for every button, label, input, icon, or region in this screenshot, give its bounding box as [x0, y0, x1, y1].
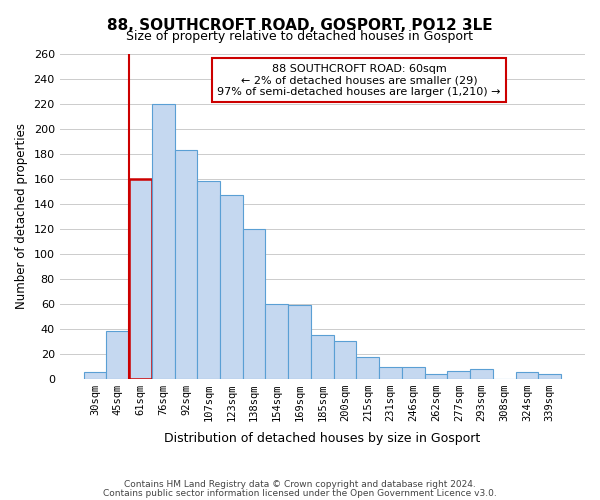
Text: Contains HM Land Registry data © Crown copyright and database right 2024.: Contains HM Land Registry data © Crown c… — [124, 480, 476, 489]
Bar — [402, 368, 425, 378]
Bar — [175, 150, 197, 378]
Bar — [197, 182, 220, 378]
Bar — [265, 304, 288, 378]
Bar — [311, 335, 334, 378]
Bar — [515, 372, 538, 378]
Bar — [356, 358, 379, 378]
Bar — [334, 341, 356, 378]
Bar — [425, 374, 448, 378]
Text: 88, SOUTHCROFT ROAD, GOSPORT, PO12 3LE: 88, SOUTHCROFT ROAD, GOSPORT, PO12 3LE — [107, 18, 493, 32]
Bar — [379, 368, 402, 378]
Bar — [243, 228, 265, 378]
Bar — [538, 374, 561, 378]
Text: Contains public sector information licensed under the Open Government Licence v3: Contains public sector information licen… — [103, 488, 497, 498]
Bar — [220, 195, 243, 378]
Text: 88 SOUTHCROFT ROAD: 60sqm
← 2% of detached houses are smaller (29)
97% of semi-d: 88 SOUTHCROFT ROAD: 60sqm ← 2% of detach… — [217, 64, 501, 97]
Bar — [106, 331, 129, 378]
Bar — [152, 104, 175, 378]
Bar — [83, 372, 106, 378]
Bar — [288, 305, 311, 378]
Bar — [448, 371, 470, 378]
Y-axis label: Number of detached properties: Number of detached properties — [15, 124, 28, 310]
Bar — [129, 179, 152, 378]
X-axis label: Distribution of detached houses by size in Gosport: Distribution of detached houses by size … — [164, 432, 481, 445]
Bar — [470, 368, 493, 378]
Text: Size of property relative to detached houses in Gosport: Size of property relative to detached ho… — [127, 30, 473, 43]
